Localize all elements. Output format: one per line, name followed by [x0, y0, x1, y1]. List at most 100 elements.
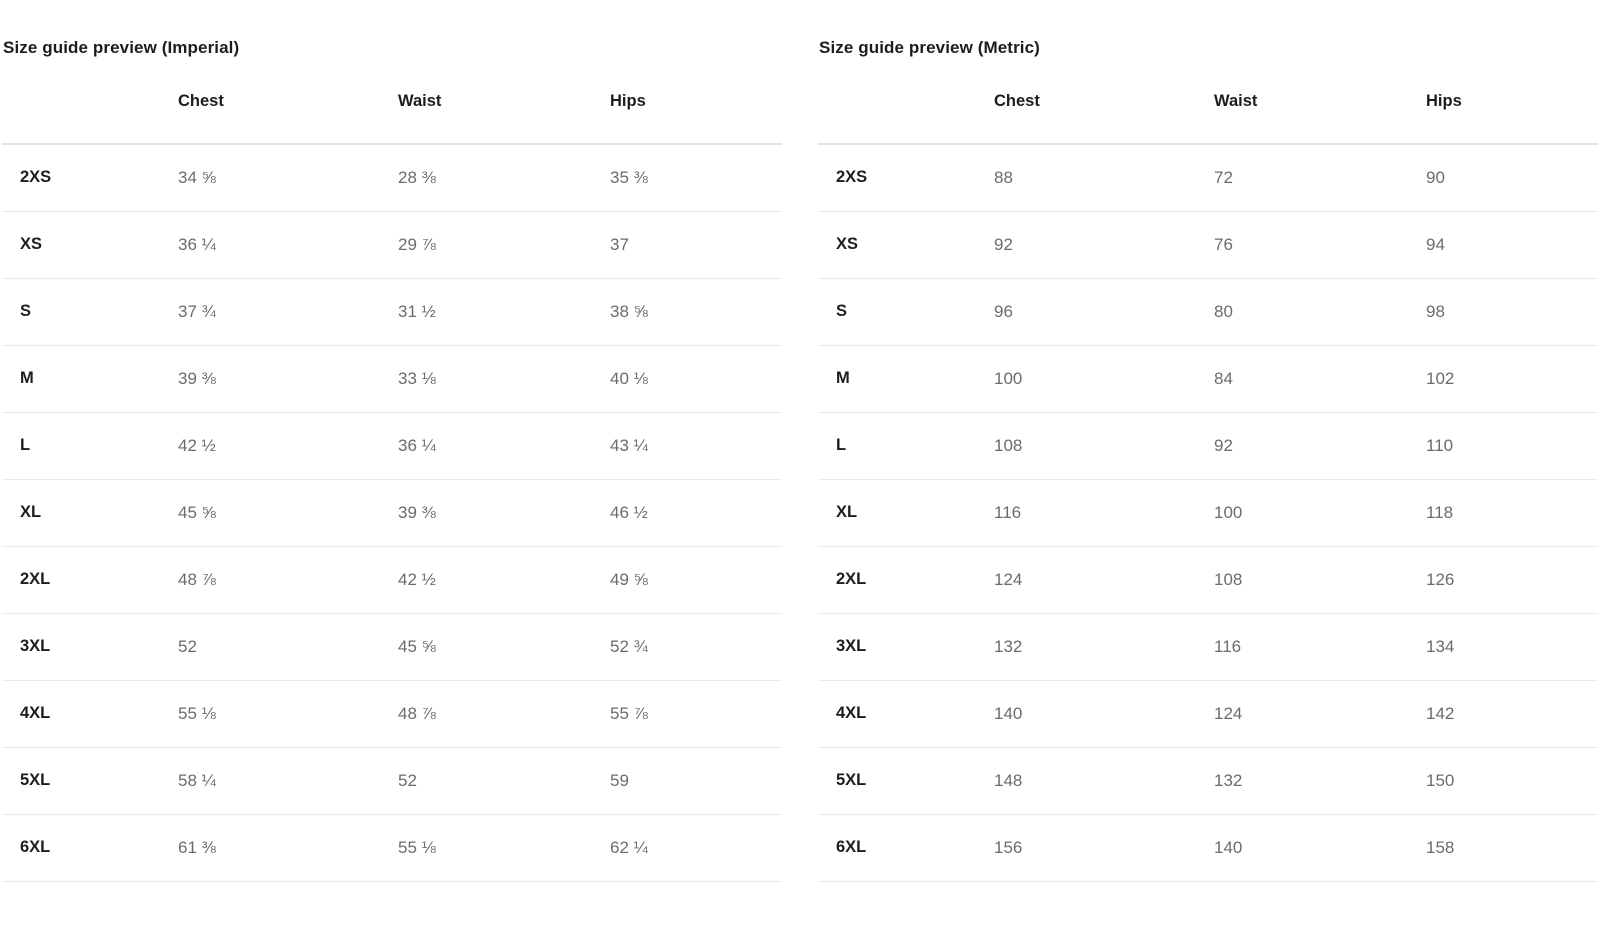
hips-value: 59 — [610, 747, 782, 815]
column-header-chest: Chest — [994, 60, 1214, 145]
size-label: XS — [818, 211, 994, 279]
waist-value: 36 ¼ — [398, 412, 610, 480]
size-label: L — [818, 412, 994, 480]
waist-value: 100 — [1214, 479, 1426, 547]
size-guide-panel-metric: Size guide preview (Metric) Chest Waist … — [818, 36, 1598, 882]
chest-value: 34 ⅝ — [178, 144, 398, 212]
size-label: XL — [818, 479, 994, 547]
table-row: 6XL 61 ⅜ 55 ⅛ 62 ¼ — [2, 814, 782, 882]
hips-value: 118 — [1426, 479, 1598, 547]
waist-value: 92 — [1214, 412, 1426, 480]
hips-value: 102 — [1426, 345, 1598, 413]
table-row: XS 36 ¼ 29 ⅞ 37 — [2, 211, 782, 279]
hips-value: 62 ¼ — [610, 814, 782, 882]
waist-value: 140 — [1214, 814, 1426, 882]
size-label: 4XL — [2, 680, 178, 748]
column-header-waist: Waist — [1214, 60, 1426, 145]
chest-value: 88 — [994, 144, 1214, 212]
waist-value: 124 — [1214, 680, 1426, 748]
table-row: M 39 ⅜ 33 ⅛ 40 ⅛ — [2, 345, 782, 413]
size-label: 6XL — [818, 814, 994, 882]
size-label: 3XL — [818, 613, 994, 681]
hips-value: 37 — [610, 211, 782, 279]
hips-value: 158 — [1426, 814, 1598, 882]
table-row: XL 45 ⅝ 39 ⅜ 46 ½ — [2, 479, 782, 547]
chest-value: 96 — [994, 278, 1214, 346]
size-label: S — [818, 278, 994, 346]
waist-value: 108 — [1214, 546, 1426, 614]
size-column-header — [2, 60, 178, 145]
hips-value: 46 ½ — [610, 479, 782, 547]
hips-value: 126 — [1426, 546, 1598, 614]
waist-value: 55 ⅛ — [398, 814, 610, 882]
chest-value: 39 ⅜ — [178, 345, 398, 413]
table-row: 5XL 148 132 150 — [818, 747, 1598, 815]
column-header-chest: Chest — [178, 60, 398, 145]
size-label: 5XL — [818, 747, 994, 815]
size-label: M — [818, 345, 994, 413]
hips-value: 49 ⅝ — [610, 546, 782, 614]
waist-value: 132 — [1214, 747, 1426, 815]
size-table-metric: Chest Waist Hips 2XS 88 72 90 XS 92 76 94 S 96 80 9… — [818, 60, 1598, 882]
hips-value: 134 — [1426, 613, 1598, 681]
chest-value: 58 ¼ — [178, 747, 398, 815]
column-header-waist: Waist — [398, 60, 610, 145]
waist-value: 52 — [398, 747, 610, 815]
chest-value: 132 — [994, 613, 1214, 681]
table-row: 2XS 88 72 90 — [818, 144, 1598, 212]
size-label: 2XS — [2, 144, 178, 212]
waist-value: 72 — [1214, 144, 1426, 212]
waist-value: 116 — [1214, 613, 1426, 681]
column-header-hips: Hips — [1426, 60, 1598, 145]
chest-value: 61 ⅜ — [178, 814, 398, 882]
chest-value: 140 — [994, 680, 1214, 748]
table-row: XL 116 100 118 — [818, 479, 1598, 547]
waist-value: 45 ⅝ — [398, 613, 610, 681]
table-row: 4XL 140 124 142 — [818, 680, 1598, 748]
table-row: L 108 92 110 — [818, 412, 1598, 480]
chest-value: 42 ½ — [178, 412, 398, 480]
waist-value: 28 ⅜ — [398, 144, 610, 212]
hips-value: 40 ⅛ — [610, 345, 782, 413]
chest-value: 124 — [994, 546, 1214, 614]
column-header-hips: Hips — [610, 60, 782, 145]
chest-value: 48 ⅞ — [178, 546, 398, 614]
hips-value: 150 — [1426, 747, 1598, 815]
size-table-imperial: Chest Waist Hips 2XS 34 ⅝ 28 ⅜ 35 ⅜ XS 36 ¼ 29… — [2, 60, 782, 882]
size-label: 3XL — [2, 613, 178, 681]
header-row: Chest Waist Hips — [818, 60, 1598, 145]
chest-value: 148 — [994, 747, 1214, 815]
table-row: M 100 84 102 — [818, 345, 1598, 413]
hips-value: 52 ¾ — [610, 613, 782, 681]
size-label: 2XL — [818, 546, 994, 614]
waist-value: 76 — [1214, 211, 1426, 279]
size-label: 5XL — [2, 747, 178, 815]
hips-value: 98 — [1426, 278, 1598, 346]
waist-value: 84 — [1214, 345, 1426, 413]
size-label: 6XL — [2, 814, 178, 882]
table-row: 4XL 55 ⅛ 48 ⅞ 55 ⅞ — [2, 680, 782, 748]
chest-value: 45 ⅝ — [178, 479, 398, 547]
hips-value: 43 ¼ — [610, 412, 782, 480]
waist-value: 48 ⅞ — [398, 680, 610, 748]
table-row: 6XL 156 140 158 — [818, 814, 1598, 882]
hips-value: 142 — [1426, 680, 1598, 748]
table-row: 2XL 48 ⅞ 42 ½ 49 ⅝ — [2, 546, 782, 614]
waist-value: 29 ⅞ — [398, 211, 610, 279]
chest-value: 36 ¼ — [178, 211, 398, 279]
chest-value: 37 ¾ — [178, 278, 398, 346]
waist-value: 33 ⅛ — [398, 345, 610, 413]
table-row: 3XL 52 45 ⅝ 52 ¾ — [2, 613, 782, 681]
size-label: S — [2, 278, 178, 346]
size-label: 2XS — [818, 144, 994, 212]
hips-value: 38 ⅝ — [610, 278, 782, 346]
size-label: L — [2, 412, 178, 480]
hips-value: 110 — [1426, 412, 1598, 480]
size-column-header — [818, 60, 994, 145]
table-row: S 96 80 98 — [818, 278, 1598, 346]
size-label: 4XL — [818, 680, 994, 748]
table-row: S 37 ¾ 31 ½ 38 ⅝ — [2, 278, 782, 346]
size-label: XS — [2, 211, 178, 279]
chest-value: 156 — [994, 814, 1214, 882]
chest-value: 108 — [994, 412, 1214, 480]
